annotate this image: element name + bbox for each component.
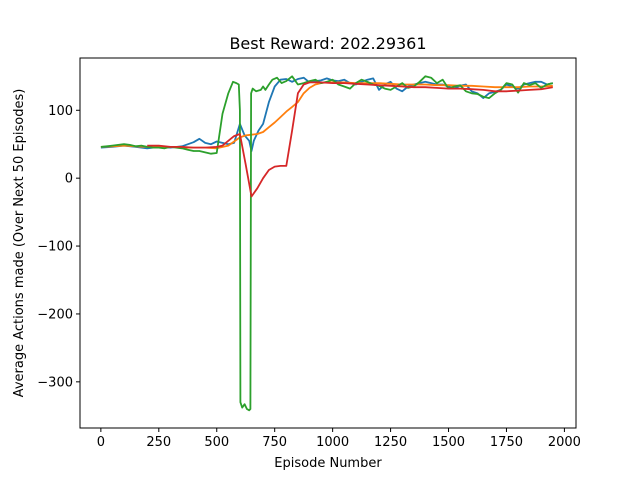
plot-frame [79,57,577,429]
x-tick-label: 0 [97,435,105,450]
series-line-4 [147,81,553,198]
x-tick-label: 250 [146,435,171,450]
chart-title: Best Reward: 202.29361 [229,34,426,53]
x-tick-label: 750 [262,435,287,450]
x-tick-label: 2000 [548,435,581,450]
y-tick-label: 100 [48,104,73,119]
y-tick-label: −300 [37,375,73,390]
series-line-1 [100,76,554,152]
y-tick-label: 0 [65,172,73,187]
x-tick-label: 1250 [374,435,407,450]
x-tick-label: 1000 [316,435,349,450]
y-tick-label: −200 [37,307,73,322]
x-tick-label: 1750 [490,435,523,450]
x-tick-label: 1500 [432,435,465,450]
y-axis: −300 −200 −100 0 100 [37,104,80,390]
x-tick-label: 500 [204,435,229,450]
y-axis-title: Average Actions made (Over Next 50 Episo… [12,89,27,398]
series-line-3 [100,75,554,412]
series-layer [100,75,554,412]
x-axis: 0 250 500 750 1000 1250 1500 1750 2000 [97,428,581,450]
x-axis-title: Episode Number [274,456,382,471]
y-tick-label: −100 [37,240,73,255]
